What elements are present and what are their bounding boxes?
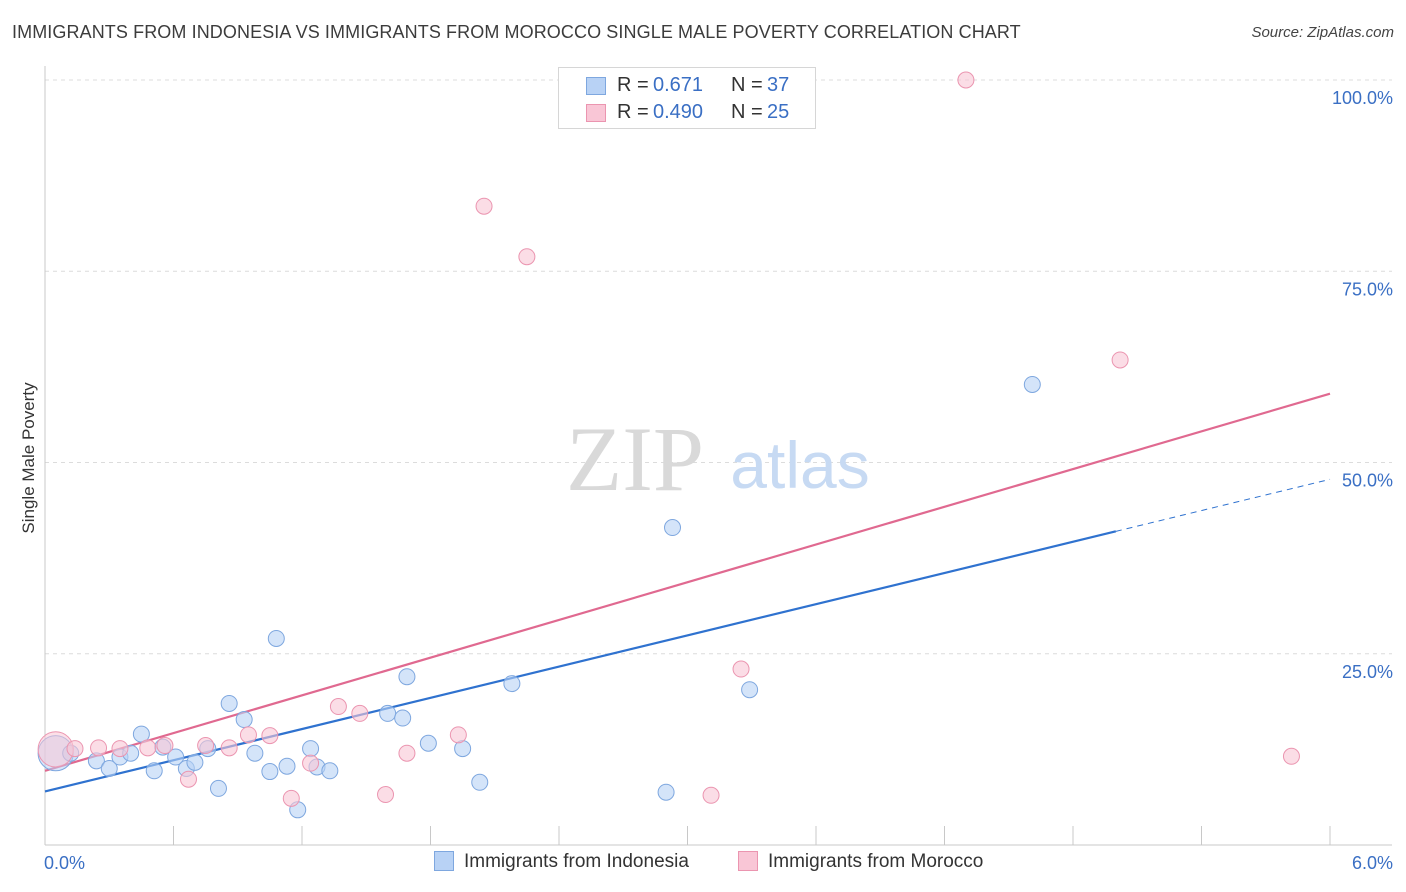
- bottom-legend-label: Immigrants from Morocco: [768, 851, 984, 872]
- r-label: R =: [617, 101, 649, 123]
- point-indonesia: [657, 783, 675, 801]
- y-tick-label: 50.0%: [1342, 471, 1393, 491]
- point-morocco: [179, 770, 197, 788]
- point-morocco: [475, 197, 493, 215]
- point-indonesia: [379, 704, 397, 722]
- y-axis-label: Single Male Poverty: [19, 382, 38, 534]
- point-indonesia: [145, 762, 163, 780]
- n-value: 37: [767, 74, 790, 96]
- point-morocco: [282, 789, 300, 807]
- point-morocco: [90, 739, 108, 757]
- bottom-legend-morocco: Immigrants from Morocco: [738, 851, 983, 873]
- correlation-legend: R = 0.671 N = 37 R = 0.490 N = 25: [558, 67, 816, 129]
- point-indonesia: [209, 779, 227, 797]
- watermark-zip: ZIP: [566, 408, 704, 510]
- y-tick-label: 75.0%: [1342, 279, 1393, 299]
- trend-line-indonesia-extension: [1115, 478, 1331, 532]
- data-points: [37, 71, 1300, 819]
- r-label: R =: [617, 74, 649, 96]
- legend-row-indonesia: R = 0.671 N = 37: [559, 74, 815, 100]
- point-morocco: [197, 737, 215, 755]
- point-indonesia: [741, 681, 759, 699]
- point-indonesia: [471, 773, 489, 791]
- gridlines: [45, 79, 1392, 655]
- point-morocco: [302, 754, 320, 772]
- point-morocco: [139, 739, 157, 757]
- n-label: N =: [731, 74, 763, 96]
- point-morocco: [111, 740, 129, 758]
- point-indonesia: [1023, 375, 1041, 393]
- point-morocco: [261, 727, 279, 745]
- point-indonesia: [132, 725, 150, 743]
- point-morocco: [1111, 351, 1129, 369]
- point-indonesia: [186, 753, 204, 771]
- bottom-legend-swatch-morocco: [738, 851, 758, 871]
- point-morocco: [518, 248, 536, 266]
- n-label: N =: [731, 101, 763, 123]
- point-morocco: [702, 786, 720, 804]
- bottom-legend-indonesia: Immigrants from Indonesia: [434, 851, 689, 873]
- r-value: 0.490: [653, 101, 704, 123]
- point-morocco: [66, 740, 84, 758]
- point-morocco: [377, 786, 395, 804]
- legend-swatch-indonesia: [586, 77, 606, 95]
- point-indonesia: [220, 694, 238, 712]
- axes: [44, 66, 1392, 846]
- point-indonesia: [278, 757, 296, 775]
- bottom-legend-label: Immigrants from Indonesia: [464, 851, 689, 872]
- point-indonesia: [261, 763, 279, 781]
- point-morocco: [239, 726, 257, 744]
- point-morocco: [220, 739, 238, 757]
- point-morocco: [957, 71, 975, 89]
- point-morocco: [351, 704, 369, 722]
- point-indonesia: [664, 519, 682, 537]
- point-indonesia: [302, 740, 320, 758]
- point-morocco: [156, 737, 174, 755]
- point-indonesia: [503, 675, 521, 693]
- point-morocco: [329, 698, 347, 716]
- watermark: ZIP atlas: [566, 408, 870, 510]
- trend-line-morocco: [44, 392, 1331, 772]
- point-indonesia: [235, 711, 253, 729]
- point-morocco: [449, 726, 467, 744]
- point-indonesia: [267, 629, 285, 647]
- r-value: 0.671: [653, 74, 704, 96]
- point-indonesia: [246, 744, 264, 762]
- point-morocco: [1282, 747, 1300, 765]
- point-indonesia: [394, 709, 412, 727]
- y-tick-label: 25.0%: [1342, 662, 1393, 682]
- tick-labels: 25.0% 50.0% 75.0% 100.0% 0.0% 6.0%: [44, 88, 1393, 873]
- point-indonesia: [398, 668, 416, 686]
- point-indonesia: [167, 748, 185, 766]
- y-tick-label: 100.0%: [1332, 88, 1393, 108]
- point-indonesia: [419, 734, 437, 752]
- n-value: 25: [767, 101, 790, 123]
- bottom-legend-swatch-indonesia: [434, 851, 454, 871]
- point-morocco: [398, 744, 416, 762]
- source-credit: Source: ZipAtlas.com: [1251, 24, 1394, 41]
- legend-swatch-morocco: [586, 104, 606, 122]
- x-tick-label: 6.0%: [1352, 853, 1393, 873]
- legend-row-morocco: R = 0.490 N = 25: [559, 101, 815, 127]
- chart-title: IMMIGRANTS FROM INDONESIA VS IMMIGRANTS …: [12, 22, 1021, 42]
- point-indonesia: [100, 760, 118, 777]
- point-indonesia: [321, 762, 339, 780]
- x-tick-label: 0.0%: [44, 853, 85, 873]
- watermark-atlas: atlas: [730, 428, 869, 502]
- point-morocco: [732, 660, 750, 678]
